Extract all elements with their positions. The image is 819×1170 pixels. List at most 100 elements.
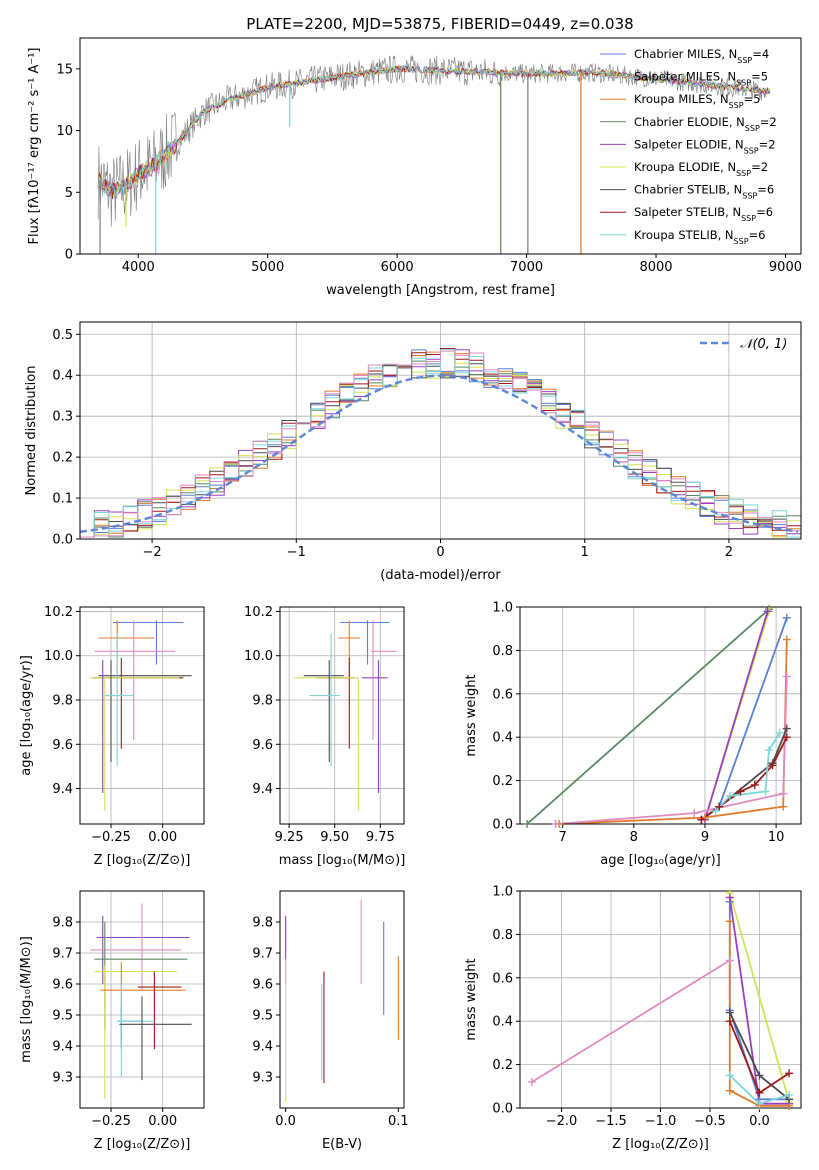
x-tick-label: 7000	[510, 260, 543, 275]
y-tick-label: 9.6	[52, 978, 73, 993]
x-axis-label: wavelength [Angstrom, rest frame]	[326, 283, 555, 298]
mass-vs-Z-axes: −0.25 0.00 9.3 9.4 9.5 9.6 9.7 9.8 Z [log₁₀(Z/Z⊙…	[19, 890, 205, 1152]
legend-label: Chabrier MILES, NSSP=4	[634, 47, 769, 65]
histogram-pink	[80, 350, 801, 538]
y-tick-label: 0.6	[492, 971, 513, 986]
x-tick-label: 0.0	[749, 1114, 770, 1129]
legend-label: 𝒩(0, 1)	[740, 337, 787, 352]
y-tick-label: 0.4	[52, 369, 73, 384]
weight-line	[714, 732, 781, 812]
y-tick-label: 0.3	[52, 410, 73, 425]
x-tick-label: 10	[768, 830, 785, 845]
age-vs-Z-frame	[79, 606, 205, 825]
weight-marker	[782, 613, 791, 622]
weight-vs-Z-plot-area	[531, 892, 790, 1107]
y-tick-label: 9.4	[252, 1040, 273, 1055]
y-tick-label: 1.0	[492, 601, 513, 616]
y-tick-label: 0.6	[492, 687, 513, 702]
y-tick-label: 9.6	[252, 978, 273, 993]
y-tick-label: 0.2	[492, 774, 513, 789]
weight-line	[526, 608, 770, 824]
weight-marker	[779, 789, 788, 798]
y-tick-label: 10	[56, 124, 73, 139]
x-tick-label: 8000	[639, 260, 672, 275]
weight-marker	[725, 917, 734, 926]
weight-marker	[775, 728, 784, 737]
y-tick-label: 5	[65, 186, 73, 201]
x-axis-label: Z [log₁₀(Z/Z⊙)]	[94, 853, 191, 868]
weight-marker	[715, 802, 724, 811]
mass-vs-EBV-axes: 0.0 0.1 9.3 9.4 9.5 9.6 9.7 9.8 E(B-V)	[252, 890, 409, 1152]
weight-vs-Z-axes: −2.0 −1.5 −1.0 −0.5 0.0 0.0 0.2 0.4 0.6 0.8 1.0 Z […	[464, 885, 802, 1152]
y-tick-label: 0.1	[52, 492, 73, 507]
age-vs-mass-axes: 9.25 9.50 9.75 9.4 9.6 9.8 10.0 10.2 mass [log₁₀…	[244, 605, 405, 868]
weight-marker	[725, 1071, 734, 1080]
x-tick-label: 0.0	[275, 1114, 296, 1129]
residual-legend: 𝒩(0, 1)	[700, 337, 787, 352]
y-tick-label: 0.0	[492, 818, 513, 833]
legend-label: Salpeter MILES, NSSP=5	[634, 70, 768, 88]
y-tick-label: 0.0	[492, 1102, 513, 1117]
weight-marker	[768, 761, 777, 770]
x-tick-label: 1	[581, 545, 589, 560]
weight-marker	[690, 809, 699, 818]
x-tick-label: 9.25	[275, 830, 304, 845]
y-axis-label: mass weight	[464, 674, 479, 756]
weight-marker	[764, 746, 773, 755]
weight-marker	[697, 815, 706, 824]
mass-vs-EBV-frame	[279, 890, 405, 1109]
weight-marker	[725, 893, 734, 902]
weight-line	[704, 611, 769, 820]
x-tick-label: 5000	[251, 260, 284, 275]
spectrum-plot-area	[97, 55, 771, 254]
x-tick-label: 8	[630, 830, 638, 845]
mass-vs-Z-plot-area	[90, 903, 192, 1099]
weight-marker	[761, 787, 770, 796]
x-tick-label: 7	[559, 830, 567, 845]
weight-marker	[551, 820, 560, 828]
model-spectrum	[97, 65, 771, 200]
y-tick-label: 0.5	[52, 328, 73, 343]
model-spectrum	[97, 64, 771, 200]
legend-label: Chabrier STELIB, NSSP=6	[634, 183, 774, 201]
weight-marker	[755, 1088, 764, 1097]
x-tick-label: −1	[287, 545, 306, 560]
spectrum-legend: Chabrier MILES, NSSP=4 Salpeter MILES, NS…	[600, 47, 777, 245]
x-tick-label: 9.75	[366, 830, 395, 845]
weight-marker	[782, 635, 791, 644]
y-tick-label: 1.0	[492, 885, 513, 900]
x-tick-label: 9.50	[320, 830, 349, 845]
model-spectrum	[97, 64, 771, 197]
legend-label: Salpeter ELODIE, NSSP=2	[634, 137, 776, 155]
x-tick-label: 0.1	[388, 1114, 409, 1129]
weight-marker	[779, 802, 788, 811]
y-tick-label: 0.2	[492, 1058, 513, 1073]
x-axis-label: (data-model)/error	[380, 568, 501, 583]
y-axis-label: mass weight	[464, 958, 479, 1040]
weight-marker	[736, 787, 745, 796]
legend-label: Kroupa ELODIE, NSSP=2	[634, 160, 768, 178]
mass-vs-EBV-plot-area	[285, 900, 399, 1102]
y-axis-label: Normed distribution	[24, 366, 39, 496]
age-vs-Z-plot-area	[90, 620, 192, 811]
y-axis-label: age [log₁₀(age/yr)]	[19, 655, 34, 776]
y-tick-label: 0	[65, 248, 73, 263]
legend-label: Kroupa STELIB, NSSP=6	[634, 228, 765, 246]
y-tick-label: 0.8	[492, 928, 513, 943]
normal-curve	[80, 374, 799, 533]
weight-vs-age-frame	[519, 606, 802, 825]
residuals-axes: −2 −1 0 1 2 0.0 0.1 0.2 0.3 0.4 0.5 (data-model)/er…	[24, 321, 802, 583]
weight-line	[704, 617, 788, 819]
x-tick-label: 0.00	[148, 830, 177, 845]
weight-line	[728, 921, 790, 1107]
weight-marker	[725, 1017, 734, 1026]
weight-marker	[725, 956, 734, 965]
y-tick-label: 9.6	[52, 738, 73, 753]
age-vs-mass-plot-area	[294, 620, 397, 811]
y-tick-label: 0.4	[492, 731, 513, 746]
weight-marker	[711, 806, 720, 815]
y-tick-label: 9.8	[52, 694, 73, 709]
x-tick-label: 6000	[381, 260, 414, 275]
y-tick-label: 9.8	[252, 694, 273, 709]
